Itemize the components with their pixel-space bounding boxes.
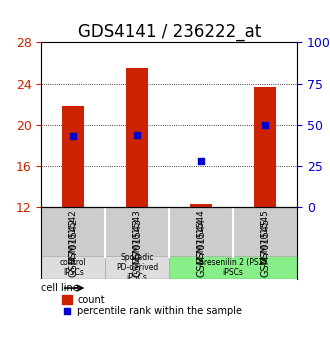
Text: GSM701545: GSM701545 bbox=[260, 218, 270, 277]
Bar bbox=[254, 87, 276, 207]
Point bbox=[135, 132, 140, 137]
Text: Sporadic
PD-derived
iPSCs: Sporadic PD-derived iPSCs bbox=[116, 253, 158, 282]
Text: percentile rank within the sample: percentile rank within the sample bbox=[77, 307, 242, 316]
Bar bbox=[62, 106, 84, 207]
Point bbox=[64, 309, 70, 314]
Text: cell line: cell line bbox=[41, 283, 79, 293]
Text: GSM701543: GSM701543 bbox=[132, 218, 142, 277]
Point bbox=[71, 133, 76, 139]
Text: control
IPSCs: control IPSCs bbox=[60, 258, 86, 277]
Text: GSM701542: GSM701542 bbox=[69, 209, 78, 264]
Bar bbox=[62, 295, 72, 304]
Text: count: count bbox=[77, 295, 105, 305]
FancyBboxPatch shape bbox=[105, 207, 169, 257]
Text: presenilin 2 (PS2)
iPSCs: presenilin 2 (PS2) iPSCs bbox=[199, 258, 267, 277]
Point bbox=[198, 158, 204, 164]
FancyBboxPatch shape bbox=[169, 207, 233, 257]
Bar bbox=[190, 204, 212, 207]
Bar bbox=[126, 68, 148, 207]
Text: GSM701543: GSM701543 bbox=[133, 209, 142, 264]
Text: GSM701542: GSM701542 bbox=[68, 218, 78, 277]
Point bbox=[262, 122, 268, 127]
FancyBboxPatch shape bbox=[105, 256, 169, 279]
FancyBboxPatch shape bbox=[233, 207, 297, 257]
FancyBboxPatch shape bbox=[41, 256, 105, 279]
Text: GSM701545: GSM701545 bbox=[260, 209, 270, 264]
FancyBboxPatch shape bbox=[169, 256, 297, 279]
Text: GSM701544: GSM701544 bbox=[196, 218, 206, 277]
Title: GDS4141 / 236222_at: GDS4141 / 236222_at bbox=[78, 23, 261, 41]
Text: GSM701544: GSM701544 bbox=[197, 209, 206, 264]
FancyBboxPatch shape bbox=[41, 207, 105, 257]
